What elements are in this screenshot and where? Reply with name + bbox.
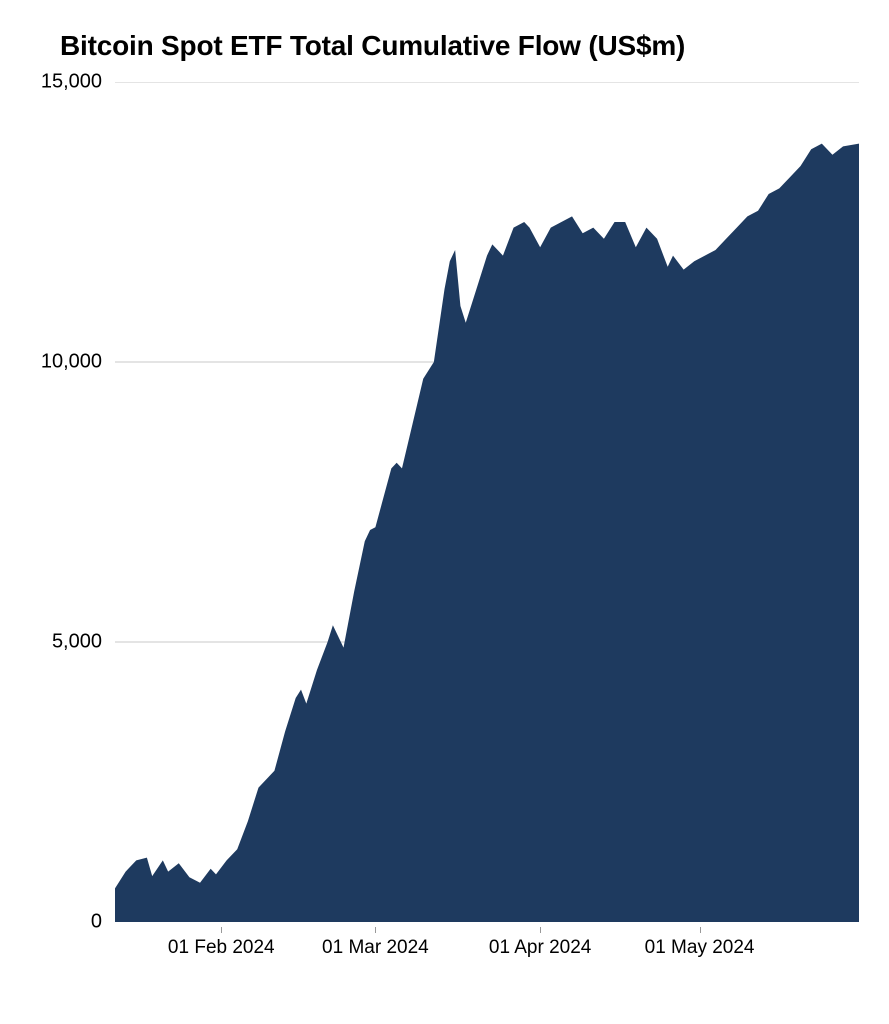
- y-axis-label: 5,000: [52, 631, 102, 654]
- area-series: [115, 144, 859, 922]
- x-axis-label: 01 Mar 2024: [322, 937, 429, 959]
- y-axis-label: 0: [91, 911, 102, 934]
- plot-area: [115, 82, 859, 922]
- x-axis-tick: [375, 927, 376, 933]
- chart-title: Bitcoin Spot ETF Total Cumulative Flow (…: [60, 30, 869, 62]
- x-axis-label: 01 May 2024: [645, 937, 755, 959]
- chart-container: Bitcoin Spot ETF Total Cumulative Flow (…: [0, 0, 889, 1024]
- plot-wrap: 05,00010,00015,000 01 Feb 202401 Mar 202…: [20, 82, 869, 972]
- x-axis-tick: [221, 927, 222, 933]
- x-axis-tick: [700, 927, 701, 933]
- x-axis-label: 01 Apr 2024: [489, 937, 591, 959]
- y-axis-label: 15,000: [41, 71, 102, 94]
- x-axis-label: 01 Feb 2024: [168, 937, 275, 959]
- x-axis-tick: [540, 927, 541, 933]
- chart-svg: [115, 82, 859, 922]
- y-axis: 05,00010,00015,000: [20, 82, 110, 972]
- x-axis: 01 Feb 2024 01 Mar 2024 01 Apr 2024 01 May …: [115, 927, 859, 972]
- y-axis-label: 10,000: [41, 351, 102, 374]
